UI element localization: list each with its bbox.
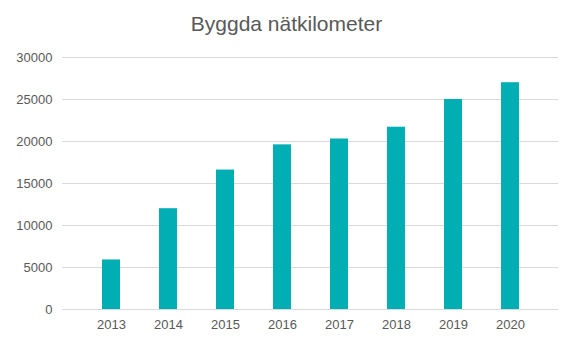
svg-text:2019: 2019 bbox=[439, 317, 468, 332]
svg-text:5000: 5000 bbox=[24, 260, 53, 275]
svg-text:30000: 30000 bbox=[16, 50, 52, 65]
svg-text:2015: 2015 bbox=[211, 317, 240, 332]
svg-text:2014: 2014 bbox=[154, 317, 183, 332]
svg-text:0: 0 bbox=[45, 302, 52, 317]
svg-text:15000: 15000 bbox=[16, 176, 52, 191]
svg-text:2017: 2017 bbox=[325, 317, 354, 332]
svg-text:10000: 10000 bbox=[16, 218, 52, 233]
svg-text:2020: 2020 bbox=[496, 317, 525, 332]
svg-text:25000: 25000 bbox=[16, 92, 52, 107]
svg-text:20000: 20000 bbox=[16, 134, 52, 149]
svg-text:2013: 2013 bbox=[97, 317, 126, 332]
html-text:Byggda nätkilometer: Byggda nätkilometer bbox=[190, 12, 383, 35]
svg-text:2016: 2016 bbox=[268, 317, 297, 332]
svg-text:2018: 2018 bbox=[382, 317, 411, 332]
